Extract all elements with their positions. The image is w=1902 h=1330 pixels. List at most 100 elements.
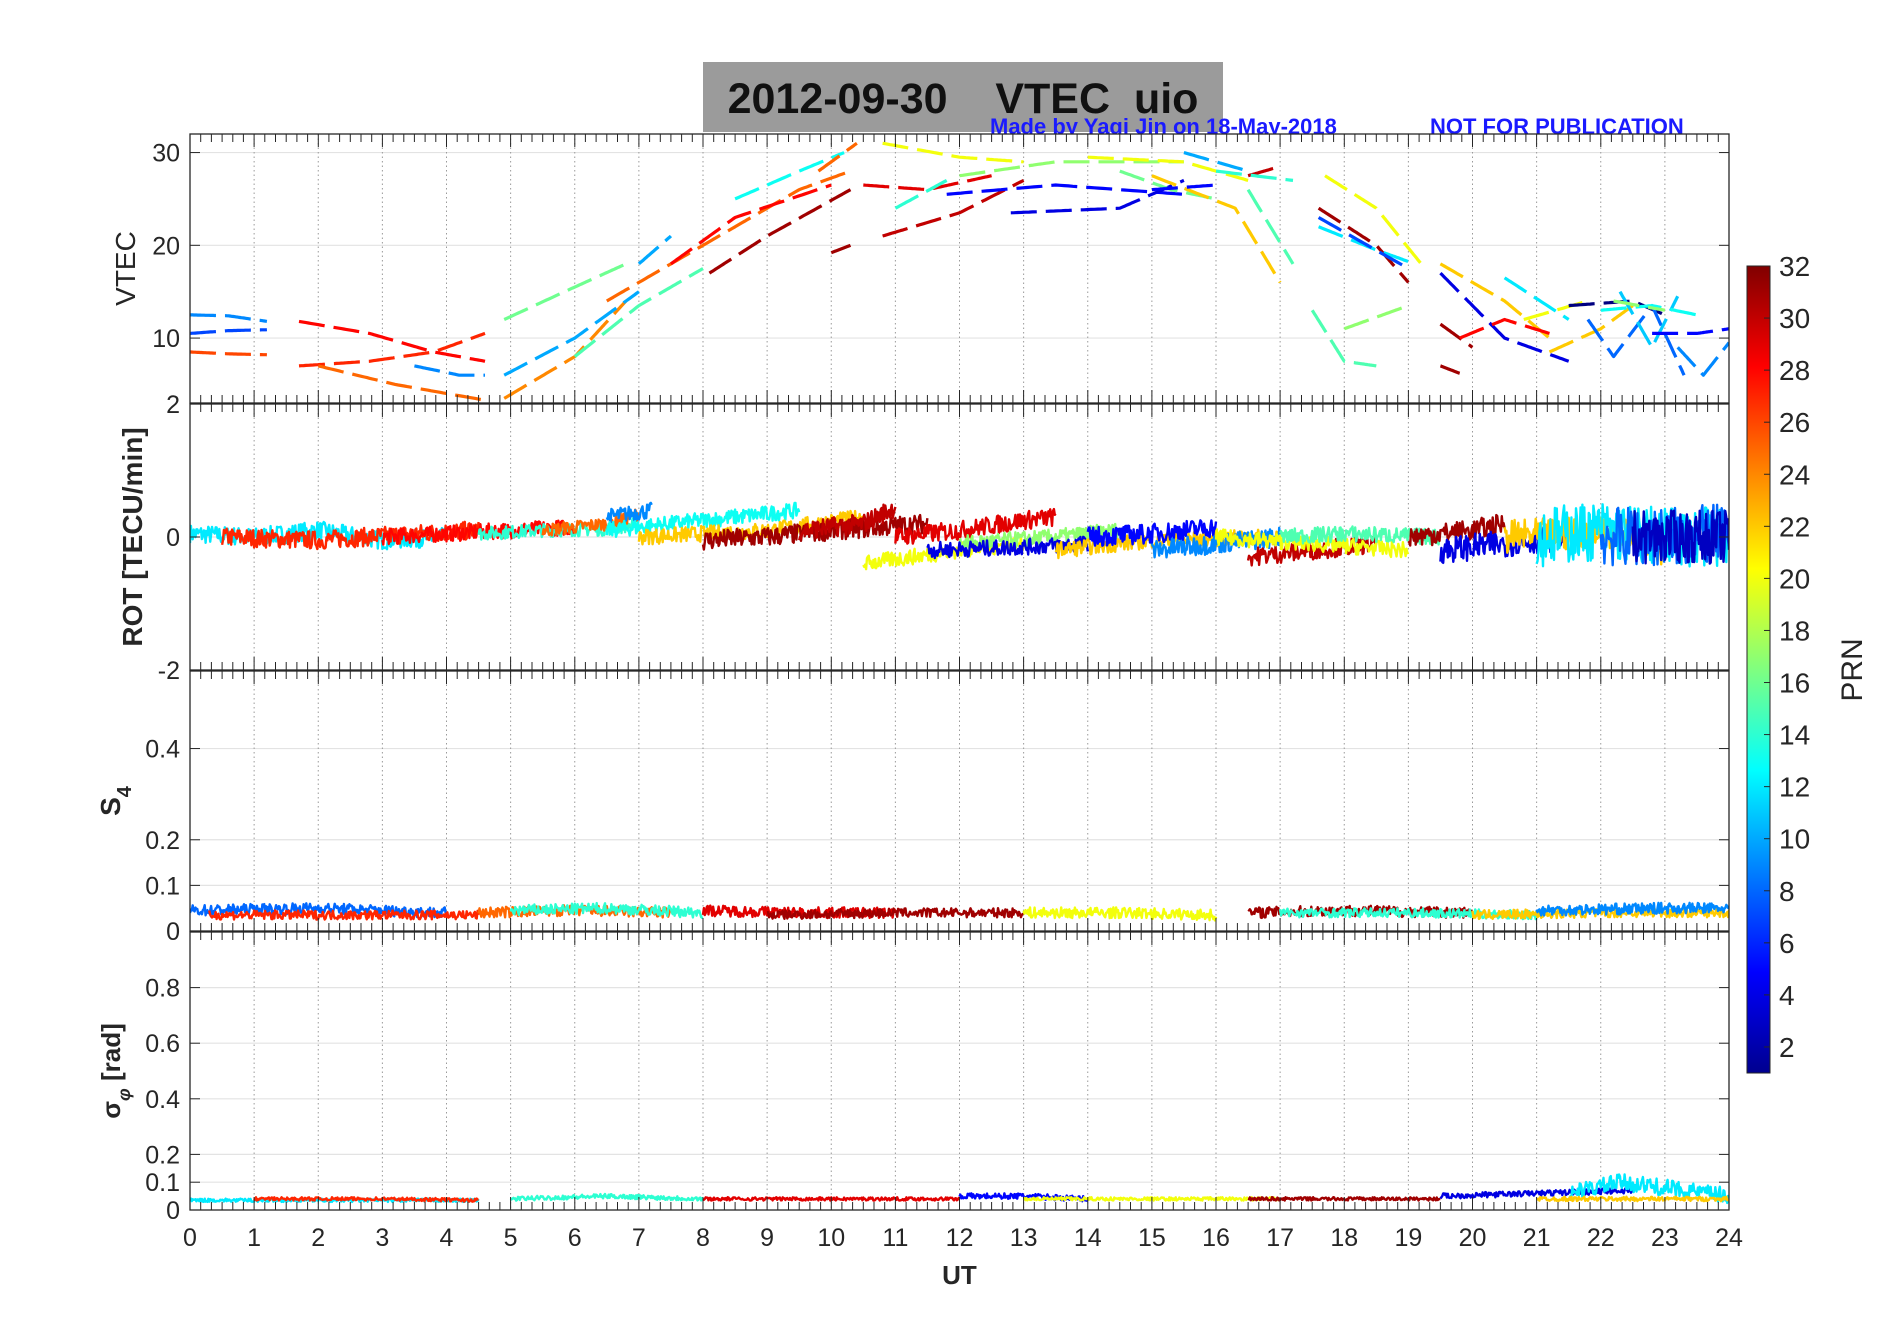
x-tick-label: 19 [1394,1224,1422,1252]
colorbar-label: PRN [1836,638,1869,701]
plot-area [190,134,1729,403]
panel-rot: -2 0 2 ROT [TECU/min] [117,391,1730,685]
series-prn-20 [1087,155,1249,182]
y-tick-label: 0.4 [145,736,180,764]
series-prn-4 [1439,1187,1634,1200]
colorbar-tick-label: 20 [1779,563,1810,594]
x-tick-label: 2 [311,1224,325,1252]
series-prn-9 [1676,341,1729,377]
series-prn-10 [637,234,673,266]
series-prn-20 [882,141,1024,164]
series-prn-25 [605,169,852,303]
series-prn-5 [1651,327,1729,335]
series-group [190,901,1729,922]
series-prn-28 [1459,317,1550,340]
title-product: VTEC [995,75,1111,123]
series-prn-9 [190,313,268,323]
series-prn-31 [766,907,1024,920]
x-ticks [189,671,1730,931]
series-prn-17 [1343,304,1409,331]
x-tick-label: 1 [247,1224,261,1252]
series-prn-30 [798,503,897,541]
colorbar-tick-label: 24 [1779,459,1810,490]
series-prn-22 [1548,304,1634,354]
x-tick-label: 22 [1587,1224,1615,1252]
series-prn-9 [414,364,486,377]
series-prn-30 [882,178,1025,238]
title-box [703,62,1223,132]
y-axis-label: σφ [rad] [96,1023,134,1118]
series-prn-14 [1278,907,1538,921]
x-tick-label: 16 [1202,1224,1230,1252]
series-prn-20 [1324,174,1423,265]
title-station: uio [1133,75,1199,123]
x-ticks [189,134,1730,403]
y-tick-label: 0 [166,918,180,946]
y-tick-label: 30 [152,140,180,168]
colorbar-tick-label: 28 [1779,355,1810,386]
x-tick-label: 24 [1715,1224,1743,1252]
x-tick-label: 23 [1651,1224,1679,1252]
x-tick-label: 15 [1138,1224,1166,1252]
x-ticks [189,932,1730,1210]
y-axis-label: VTEC [110,231,141,306]
colorbar-tick-label: 6 [1779,928,1795,959]
series-prn-12 [1318,225,1416,266]
x-tick-label: 4 [440,1224,454,1252]
colorbar-tick-label: 22 [1779,511,1810,542]
series-prn-7 [190,328,268,335]
series-prn-31 [830,243,852,255]
y-tick-label: 0 [166,524,180,552]
series-prn-5 [1086,519,1218,547]
series-prn-22 [1536,1195,1729,1203]
series-prn-27 [208,909,480,921]
x-tick-label: 3 [375,1224,389,1252]
y-tick-label: 10 [152,325,180,353]
series-prn-29 [863,174,992,192]
series-prn-22 [1151,174,1282,284]
colorbar-tick-label: 18 [1779,615,1810,646]
series-prn-14 [509,1192,704,1202]
colorbar-tick-label: 4 [1779,980,1795,1011]
series-prn-11 [1618,290,1680,349]
y-tick-label: 0.4 [145,1086,180,1114]
y-tick-label: 0.8 [145,975,180,1003]
colorbar-tick-label: 8 [1779,876,1795,907]
x-tick-label: 21 [1523,1224,1551,1252]
y-tick-label: -2 [158,657,180,685]
series-prn-31 [701,513,929,551]
series-prn-25 [541,508,641,537]
colorbar-tick-label: 32 [1779,251,1810,282]
series-group [190,141,1729,402]
chart-title: 2012-09-30 VTEC uio [703,74,1223,124]
x-tick-label: 7 [632,1224,646,1252]
series-prn-8 [1586,304,1686,376]
colorbar-tick-label: 16 [1779,668,1810,699]
series-prn-9 [1535,901,1729,917]
series-prn-20 [1022,906,1218,922]
colorbar-tick-label: 14 [1779,720,1810,751]
x-tick-label: 18 [1330,1224,1358,1252]
series-prn-10 [503,290,640,377]
series-prn-31 [1407,513,1506,547]
series-prn-31 [1317,206,1410,284]
series-prn-27 [253,1196,479,1203]
x-tick-label: 11 [882,1224,908,1252]
series-prn-28 [669,183,832,266]
y-tick-label: 0.1 [145,872,180,900]
colorbar-tick-label: 26 [1779,407,1810,438]
series-prn-13 [734,151,845,201]
series-prn-3 [1631,509,1729,565]
y-tick-label: 0.6 [145,1030,180,1058]
series-prn-31 [1439,364,1461,375]
series-prn-13 [1600,304,1698,317]
y-tick-label: 0.2 [145,1141,180,1169]
series-prn-13 [605,501,801,538]
x-tick-label: 13 [1010,1224,1038,1252]
x-tick-label: 17 [1266,1224,1294,1252]
panel-vtec: 10 20 30 VTEC [110,133,1730,404]
series-prn-31 [1439,322,1474,349]
x-tick-label: 5 [504,1224,518,1252]
